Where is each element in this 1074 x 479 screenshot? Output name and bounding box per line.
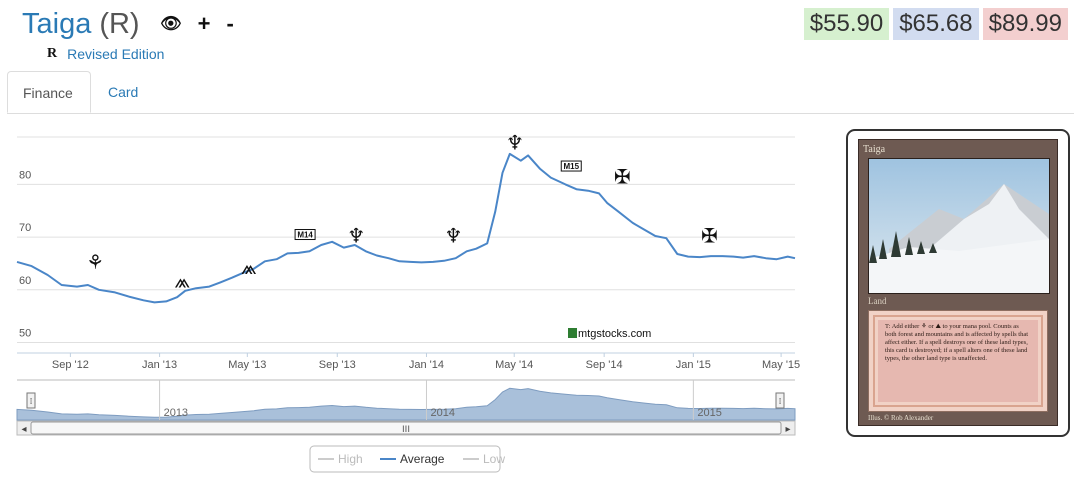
card-image: Taiga Land T: Add either ⚘ o xyxy=(858,139,1058,426)
navigator-left-handle[interactable] xyxy=(26,392,36,409)
price-summary: $55.90 $65.68 $89.99 xyxy=(803,8,1068,40)
navigator-scrollbar-thumb[interactable] xyxy=(30,421,782,435)
navigator-handle-grip-icon: ⁞ xyxy=(30,397,33,407)
card-rules-text: T: Add either ⚘ or ⛰ to your mana pool. … xyxy=(868,310,1048,412)
price-low: $55.90 xyxy=(803,8,890,40)
tab-bar: Finance Card xyxy=(7,71,1074,114)
price-chart: 50 60 70 80 Sep '12 Jan '13 May '13 Sep '13 Jan… xyxy=(16,130,800,473)
y-tick-label: 80 xyxy=(19,169,31,181)
y-tick-label: 70 xyxy=(19,222,31,234)
x-tick-label: May '13 xyxy=(228,359,266,371)
x-tick-label: Sep '13 xyxy=(319,359,356,371)
set-symbol-icon: R xyxy=(47,46,58,61)
m14-set-icon[interactable]: M14 xyxy=(297,231,313,240)
m15-set-icon[interactable]: M15 xyxy=(563,162,579,171)
card-illustrator: Illus. © Rob Alexander xyxy=(868,414,934,422)
x-tick-label: Jan '13 xyxy=(142,359,177,371)
theros-set-icon[interactable]: ♆ xyxy=(347,224,365,248)
add-button[interactable]: + xyxy=(197,11,211,36)
legend-item-average[interactable]: Average xyxy=(400,452,445,466)
tab-finance[interactable]: Finance xyxy=(7,71,91,113)
scrollbar-grip-icon: III xyxy=(402,425,410,435)
legend-item-low[interactable]: Low xyxy=(483,452,505,466)
x-tick-label: May '14 xyxy=(495,359,533,371)
m14-set-icon-box xyxy=(294,229,316,241)
set-line: R Revised Edition xyxy=(47,46,164,62)
navigator-handle-grip-icon: ⁞ xyxy=(779,397,782,407)
legend-item-high[interactable]: High xyxy=(338,452,363,466)
journey-into-nyx-set-icon[interactable]: ♆ xyxy=(506,130,524,154)
return-to-ravnica-set-icon[interactable]: ⚘ xyxy=(86,250,104,274)
price-high: $89.99 xyxy=(982,8,1068,40)
navigator-year-label: 2014 xyxy=(430,407,454,419)
watermark-text: mtgstocks.com xyxy=(578,328,651,340)
gatecrash-set-icon[interactable]: ⩕ xyxy=(174,268,190,292)
y-tick-label: 50 xyxy=(19,327,31,339)
card-type-line: Land xyxy=(868,296,887,306)
watch-eye-icon[interactable]: 👁 xyxy=(160,14,182,33)
navigator-right-handle[interactable] xyxy=(775,392,785,409)
card-art xyxy=(868,158,1050,294)
card-rarity: (R) xyxy=(99,8,140,40)
x-tick-label: May '15 xyxy=(762,359,800,371)
x-tick-label: Sep '14 xyxy=(586,359,623,371)
card-image-frame: Taiga Land T: Add either ⚘ o xyxy=(846,129,1070,437)
watermark-logo-icon xyxy=(568,328,577,338)
y-tick-label: 60 xyxy=(19,275,31,287)
average-price-line xyxy=(16,152,796,304)
chart-legend xyxy=(309,445,501,473)
tab-card[interactable]: Card xyxy=(108,84,139,100)
navigator-year-label: 2013 xyxy=(164,407,188,419)
header-actions: 👁 + - xyxy=(160,11,234,36)
set-name-link[interactable]: Revised Edition xyxy=(67,46,165,62)
khans-of-tarkir-set-icon[interactable]: ✠ xyxy=(614,165,631,189)
remove-button[interactable]: - xyxy=(226,11,234,36)
scroll-left-arrow-icon[interactable]: ◂ xyxy=(21,424,26,435)
card-name: Taiga xyxy=(22,8,92,40)
born-of-the-gods-set-icon[interactable]: ♆ xyxy=(445,224,463,248)
price-average: $65.68 xyxy=(893,8,979,40)
fate-reforged-set-icon[interactable]: ✠ xyxy=(701,224,718,248)
m15-set-icon-box xyxy=(560,160,582,172)
card-title: Taiga (R) xyxy=(22,6,140,42)
card-image-name: Taiga xyxy=(863,144,886,155)
navigator-year-label: 2015 xyxy=(697,407,721,419)
x-tick-label: Sep '12 xyxy=(52,359,89,371)
x-tick-label: Jan '15 xyxy=(676,359,711,371)
x-tick-label: Jan '14 xyxy=(409,359,444,371)
dragons-maze-set-icon[interactable]: ⩕ xyxy=(241,255,257,279)
scroll-right-arrow-icon[interactable]: ▸ xyxy=(785,424,790,435)
navigator-area xyxy=(16,387,796,421)
